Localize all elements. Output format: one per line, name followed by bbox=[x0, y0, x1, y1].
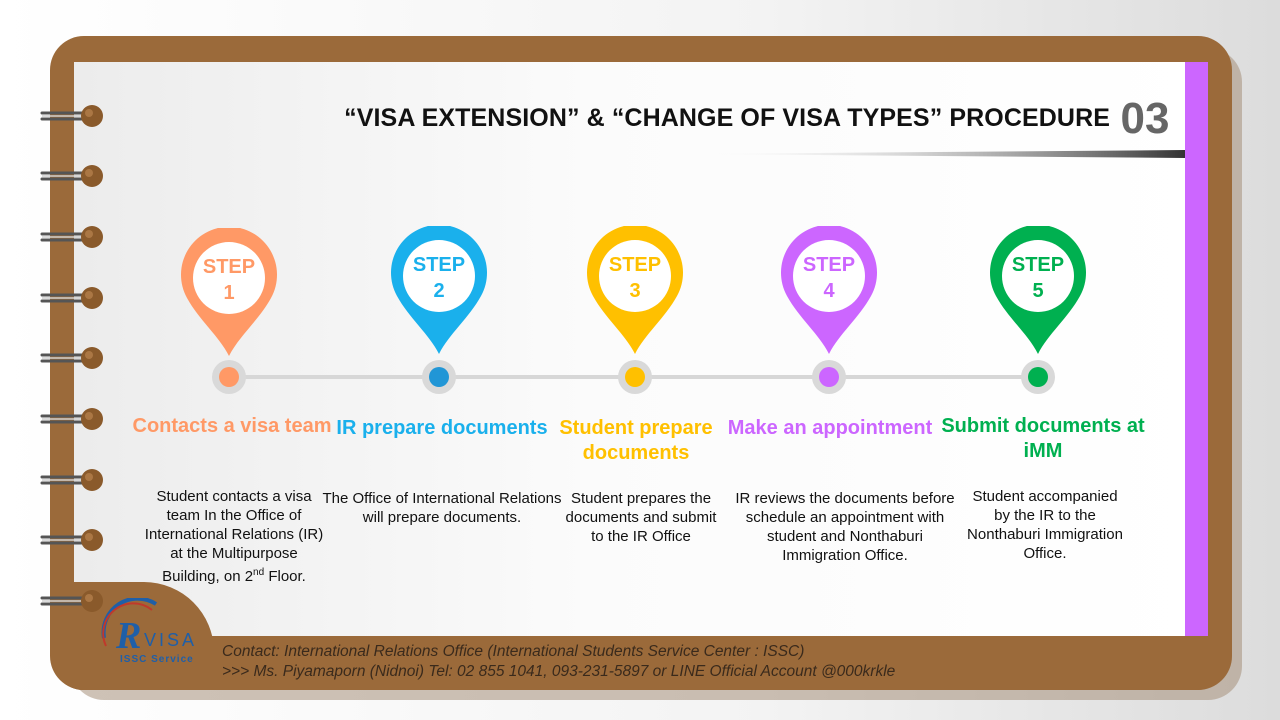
step-4-number: 4 bbox=[823, 280, 835, 302]
binding-ring bbox=[40, 346, 106, 372]
step-5-title: Submit documents at iMM bbox=[941, 415, 1145, 462]
step-4-marker bbox=[812, 360, 846, 394]
step-2-marker bbox=[422, 360, 456, 394]
step-5-pin: STEP 5 bbox=[988, 226, 1088, 356]
binding-ring bbox=[40, 286, 106, 312]
step-5-dot bbox=[1028, 367, 1048, 387]
map-pin-icon bbox=[181, 228, 277, 356]
step-3-dot bbox=[625, 367, 645, 387]
page-title: “VISA EXTENSION” & “CHANGE OF VISA TYPES… bbox=[344, 104, 1110, 132]
logo-emblem: R VISA ISSC Service bbox=[101, 596, 197, 665]
step-1-description-line: team In the Office of bbox=[166, 507, 302, 524]
step-3-description: Student prepares the documents and submi… bbox=[565, 490, 717, 545]
floor-suffix: Floor. bbox=[264, 568, 306, 585]
step-2-number: 2 bbox=[433, 280, 445, 302]
step-4-title: Make an appointment bbox=[727, 417, 933, 439]
step-4-dot bbox=[819, 367, 839, 387]
step-2-title: IR prepare documents bbox=[336, 417, 548, 439]
map-pin-icon bbox=[781, 226, 877, 354]
notebook-page bbox=[74, 62, 1208, 636]
step-1-description-line: Building, on 2nd Floor. bbox=[114, 563, 354, 586]
step-1-description-line: Student contacts a visa bbox=[156, 488, 312, 505]
step-2-pin: STEP 2 bbox=[389, 226, 489, 356]
step-1-description-line: International Relations (IR) bbox=[144, 526, 324, 543]
footer-person: >>> Ms. Piyamaporn (Nidnoi) Tel: 02 855 … bbox=[222, 663, 896, 680]
map-pin-icon bbox=[990, 226, 1086, 354]
binding-ring bbox=[40, 104, 106, 130]
step-2-label: STEP bbox=[412, 254, 466, 276]
step-1-pin: STEP 1 bbox=[179, 228, 279, 358]
floor-text: Building, on 2 bbox=[162, 568, 254, 585]
step-4-label: STEP bbox=[802, 254, 856, 276]
page-number: 03 bbox=[1120, 94, 1170, 143]
footer-band bbox=[52, 636, 1230, 690]
step-3-pin: STEP 3 bbox=[585, 226, 685, 356]
step-1-label: STEP bbox=[202, 256, 256, 278]
title-underline bbox=[680, 150, 1185, 158]
step-5-label: STEP bbox=[1011, 254, 1065, 276]
step-2-dot bbox=[429, 367, 449, 387]
binding-ring bbox=[40, 468, 106, 494]
binding-ring bbox=[40, 407, 106, 433]
map-pin-icon bbox=[391, 226, 487, 354]
map-pin-icon bbox=[587, 226, 683, 354]
step-3-title: Student prepare documents bbox=[559, 417, 713, 464]
logo-tagline: ISSC Service bbox=[120, 654, 194, 665]
binding-ring bbox=[40, 589, 106, 615]
logo-letters: VISA bbox=[144, 630, 197, 650]
step-3-label: STEP bbox=[608, 254, 662, 276]
footer-contact: Contact: International Relations Office … bbox=[222, 643, 805, 660]
step-1-dot bbox=[219, 367, 239, 387]
step-1-description: Student contacts a visa team In the Offi… bbox=[114, 487, 354, 586]
step-3-number: 3 bbox=[629, 280, 641, 302]
step-1-title: Contacts a visa team bbox=[132, 415, 332, 437]
step-3-marker bbox=[618, 360, 652, 394]
floor-ordinal: nd bbox=[253, 567, 265, 578]
step-5-marker bbox=[1021, 360, 1055, 394]
step-5-description: Student accompanied by the IR to the Non… bbox=[967, 488, 1123, 562]
binding-ring bbox=[40, 528, 106, 554]
page-accent-strip bbox=[1185, 62, 1208, 636]
svg-text:R: R bbox=[115, 615, 141, 657]
step-1-number: 1 bbox=[223, 282, 235, 304]
step-4-description: IR reviews the documents before schedule… bbox=[735, 490, 955, 564]
issc-visa-logo: R VISA ISSC Service bbox=[96, 596, 212, 670]
step-1-marker bbox=[212, 360, 246, 394]
step-1-description-line: at the Multipurpose bbox=[170, 545, 298, 562]
step-5-number: 5 bbox=[1032, 280, 1044, 302]
step-2-description: The Office of International Relations wi… bbox=[322, 490, 562, 526]
binding-ring bbox=[40, 225, 106, 251]
step-4-pin: STEP 4 bbox=[779, 226, 879, 356]
binding-ring bbox=[40, 164, 106, 190]
